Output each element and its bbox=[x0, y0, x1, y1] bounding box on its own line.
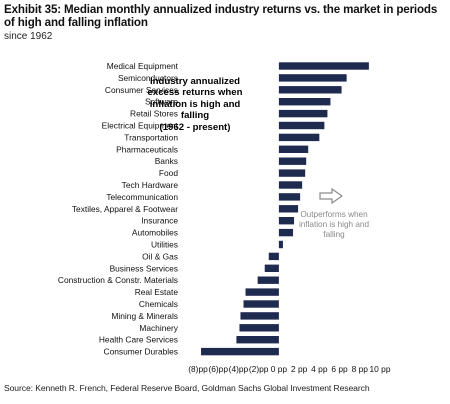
category-label: Food bbox=[159, 168, 178, 178]
category-label: Textiles, Apparel & Footwear bbox=[72, 204, 178, 214]
bar-construction-constr-materials bbox=[257, 276, 279, 284]
category-label: Software bbox=[145, 97, 178, 107]
bar-consumer-durables bbox=[201, 347, 279, 356]
category-label: Oil & Gas bbox=[142, 251, 178, 261]
bar-tech-hardware bbox=[278, 181, 303, 189]
bar-semiconductors bbox=[278, 74, 347, 82]
chart-subtitle: since 1962 bbox=[4, 31, 53, 42]
main-annotation-line: Industry annualized bbox=[149, 76, 241, 87]
bar-food bbox=[278, 169, 306, 177]
category-label: Transportation bbox=[124, 132, 178, 142]
outperforms-annotation: Outperforms when inflation is high and f… bbox=[289, 210, 379, 240]
bar-mining-minerals bbox=[240, 312, 279, 320]
category-label: Mining & Minerals bbox=[111, 311, 178, 321]
category-label: Electrical Equipment bbox=[102, 121, 179, 131]
main-annotation-line: falling bbox=[180, 110, 210, 122]
category-label: Utilities bbox=[151, 240, 178, 250]
x-tick-label: 0 pp bbox=[271, 364, 288, 374]
category-label: Business Services bbox=[110, 263, 178, 273]
bar-automobiles bbox=[278, 228, 294, 237]
bar-medical-equipment bbox=[278, 62, 369, 70]
bars-group bbox=[201, 62, 369, 356]
bar-software bbox=[278, 98, 331, 106]
main-annotation-line: inflation is high and bbox=[149, 98, 241, 110]
bar-chemicals bbox=[243, 300, 279, 308]
bar-real-estate bbox=[245, 288, 279, 296]
bar-electrical-equipment bbox=[278, 121, 325, 130]
category-labels-group: Medical Equipment Semiconductors Consumer … bbox=[58, 61, 179, 357]
category-label: Chemicals bbox=[139, 299, 178, 309]
category-label: Banks bbox=[155, 156, 178, 166]
category-label: Insurance bbox=[141, 216, 178, 226]
bar-consumer-services bbox=[278, 86, 342, 94]
source-note: Source: Kenneth R. French, Federal Reser… bbox=[4, 383, 370, 393]
bar-telecommunication bbox=[278, 193, 301, 201]
x-tick-label: 8 pp bbox=[352, 364, 369, 374]
bar-retail-stores bbox=[278, 109, 328, 118]
category-label: Medical Equipment bbox=[107, 61, 179, 71]
bar-transportation bbox=[278, 133, 320, 142]
category-label: Semiconductors bbox=[118, 73, 178, 83]
category-label: Retail Stores bbox=[130, 109, 178, 119]
bar-insurance bbox=[278, 217, 295, 225]
category-label: Pharmaceuticals bbox=[116, 144, 178, 154]
category-label: Telecommunication bbox=[106, 192, 178, 202]
category-label: Consumer Durables bbox=[104, 347, 178, 357]
x-tick-label: (2)pp bbox=[249, 364, 269, 374]
main-annotation-line: excess returns when bbox=[147, 87, 243, 99]
x-axis-ticks-group: (8)pp (6)pp (4)pp (2)pp 0 pp 2 pp 4 pp 6 pp 8 pp… bbox=[188, 364, 391, 374]
bar-health-care-services bbox=[236, 336, 279, 344]
main-annotation-line: (1962 - present) bbox=[159, 121, 231, 133]
bar-pharmaceuticals bbox=[278, 145, 309, 153]
x-tick-label: 2 pp bbox=[291, 364, 308, 374]
right-arrow-icon bbox=[319, 188, 343, 204]
bar-oil-gas bbox=[268, 252, 279, 261]
category-label: Construction & Constr. Materials bbox=[58, 275, 178, 285]
x-tick-label: (6)pp bbox=[208, 364, 228, 374]
bar-machinery bbox=[239, 324, 279, 332]
outperforms-annotation-line: falling bbox=[323, 230, 345, 239]
bar-business-services bbox=[264, 264, 279, 272]
x-tick-label: (4)pp bbox=[229, 364, 249, 374]
x-tick-label: 4 pp bbox=[311, 364, 328, 374]
bar-banks bbox=[278, 157, 307, 165]
category-label: Health Care Services bbox=[99, 335, 178, 345]
bar-textiles-apparel-footwear bbox=[278, 205, 299, 213]
category-label: Real Estate bbox=[135, 287, 179, 297]
main-annotation: Industry annualized excess returns when … bbox=[140, 76, 250, 133]
category-label: Consumer Services bbox=[105, 85, 178, 95]
category-label: Automobiles bbox=[132, 228, 178, 238]
outperforms-annotation-line: Outperforms when bbox=[300, 210, 368, 219]
bar-utilities bbox=[278, 240, 283, 249]
x-tick-label: 10 pp bbox=[370, 364, 391, 374]
x-tick-label: 6 pp bbox=[331, 364, 348, 374]
outperforms-annotation-line: inflation is high and bbox=[298, 220, 370, 229]
category-label: Machinery bbox=[139, 323, 178, 333]
category-label: Tech Hardware bbox=[122, 180, 179, 190]
chart-title: Exhibit 35: Median monthly annualized in… bbox=[4, 3, 438, 29]
x-tick-label: (8)pp bbox=[188, 364, 208, 374]
